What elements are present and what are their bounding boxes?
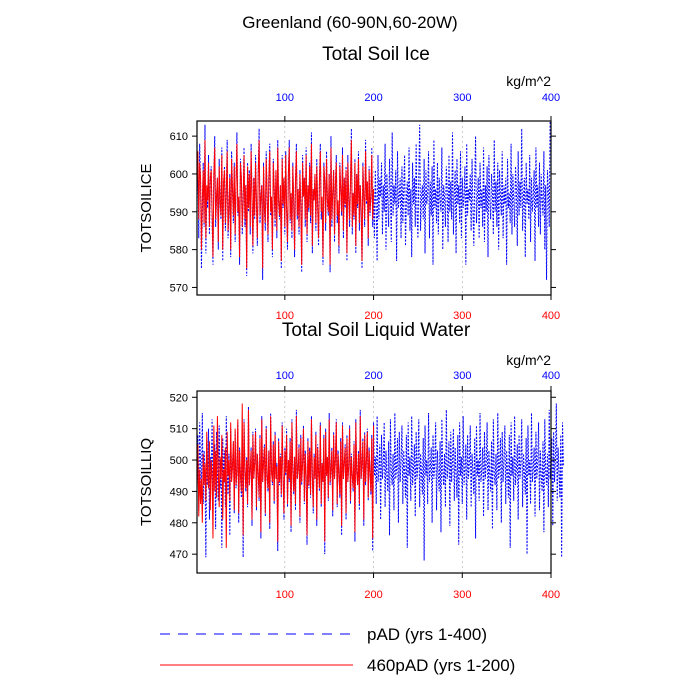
x-tick-label-top-300: 300 xyxy=(453,92,471,104)
x-tick-label-top-100: 100 xyxy=(276,370,294,382)
figure-title: Greenland (60-90N,60-20W) xyxy=(242,13,457,32)
y-tick-label-580: 580 xyxy=(170,245,188,257)
panel-total-soil-ice: Total Soil Ice kg/m^2 TOTSOILICE 570 580 590 6… xyxy=(138,44,560,322)
y-tick-label-520: 520 xyxy=(170,392,188,404)
x-tick-label-top-200: 200 xyxy=(364,370,382,382)
y-tick-label-590: 590 xyxy=(170,207,188,219)
series-line-460pad xyxy=(196,403,375,548)
x-tick-label-bottom-200: 200 xyxy=(364,310,382,322)
x-tick-label-top-200: 200 xyxy=(364,92,382,104)
legend-label-460pad: 460pAD (yrs 1-200) xyxy=(367,656,515,675)
y-axis-label: TOTSOILICE xyxy=(138,164,155,253)
x-tick-label-bottom-100: 100 xyxy=(276,589,294,601)
y-tick-label-610: 610 xyxy=(170,131,188,143)
x-tick-label-bottom-300: 300 xyxy=(453,589,471,601)
y-tick-label-470: 470 xyxy=(170,549,188,561)
x-tick-label-bottom-300: 300 xyxy=(453,310,471,322)
panel-title: Total Soil Ice xyxy=(322,44,430,65)
series-line-460pad xyxy=(196,139,375,269)
y-tick-label-600: 600 xyxy=(170,169,188,181)
x-tick-label-top-400: 400 xyxy=(542,370,560,382)
y-tick-label-490: 490 xyxy=(170,486,188,498)
units-label: kg/m^2 xyxy=(506,352,551,368)
x-tick-label-bottom-100: 100 xyxy=(276,310,294,322)
x-tick-label-top-400: 400 xyxy=(542,92,560,104)
x-tick-label-top-300: 300 xyxy=(453,370,471,382)
x-tick-label-bottom-400: 400 xyxy=(542,310,560,322)
y-tick-label-570: 570 xyxy=(170,282,188,294)
panel-title: Total Soil Liquid Water xyxy=(282,320,471,341)
x-tick-label-bottom-400: 400 xyxy=(542,589,560,601)
y-tick-label-510: 510 xyxy=(170,424,188,436)
x-tick-label-bottom-200: 200 xyxy=(364,589,382,601)
legend: pAD (yrs 1-400) 460pAD (yrs 1-200) xyxy=(160,625,515,675)
units-label: kg/m^2 xyxy=(506,73,551,89)
y-tick-label-480: 480 xyxy=(170,518,188,530)
y-axis-label: TOTSOILLIQ xyxy=(138,438,155,526)
legend-label-pad: pAD (yrs 1-400) xyxy=(367,625,487,644)
x-tick-label-top-100: 100 xyxy=(276,92,294,104)
panel-total-soil-liquid-water: Total Soil Liquid Water kg/m^2 TOTSOILLIQ 4… xyxy=(138,320,564,601)
y-tick-label-500: 500 xyxy=(170,455,188,467)
